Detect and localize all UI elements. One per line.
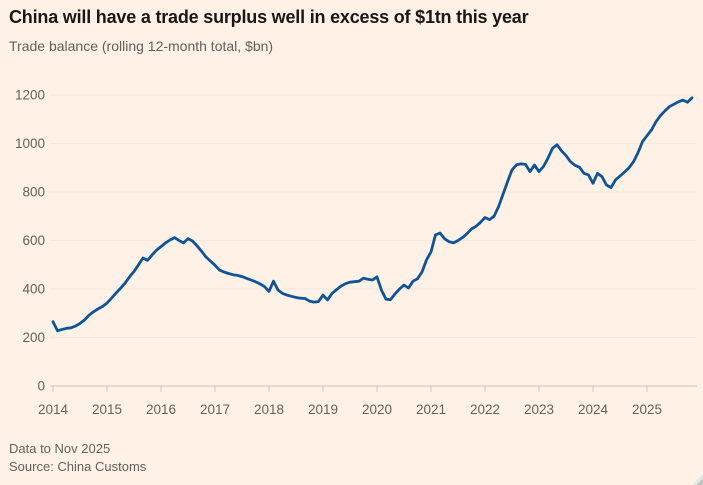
y-axis-label-800: 800 <box>22 185 45 200</box>
chart-title: China will have a trade surplus well in … <box>9 7 529 27</box>
x-axis-label-2022: 2022 <box>470 402 500 417</box>
x-axis-label-2024: 2024 <box>578 402 609 417</box>
y-axis-label-400: 400 <box>22 282 45 297</box>
footnote-source: Source: China Customs <box>9 459 147 474</box>
x-axis-label-2021: 2021 <box>416 402 446 417</box>
x-axis-label-2023: 2023 <box>524 402 554 417</box>
footnote-data-range: Data to Nov 2025 <box>9 441 111 456</box>
y-axis-label-1000: 1000 <box>15 136 45 151</box>
x-axis-label-2017: 2017 <box>200 402 230 417</box>
y-axis-label-600: 600 <box>22 233 45 248</box>
series-line-trade-balance <box>51 96 694 333</box>
x-axis-label-2015: 2015 <box>92 402 122 417</box>
y-axis-label-200: 200 <box>22 330 45 345</box>
chart-subtitle: Trade balance (rolling 12-month total, $… <box>9 38 274 54</box>
x-axis-label-2019: 2019 <box>308 402 338 417</box>
resize-handle-icon[interactable] <box>692 474 703 485</box>
y-axis-label-1200: 1200 <box>15 88 45 103</box>
y-axis-label-0: 0 <box>37 379 45 394</box>
x-axis-label-2025: 2025 <box>632 402 662 417</box>
x-axis-label-2014: 2014 <box>38 402 69 417</box>
x-axis-label-2016: 2016 <box>146 402 176 417</box>
x-axis-label-2018: 2018 <box>254 402 284 417</box>
x-axis-label-2020: 2020 <box>362 402 392 417</box>
